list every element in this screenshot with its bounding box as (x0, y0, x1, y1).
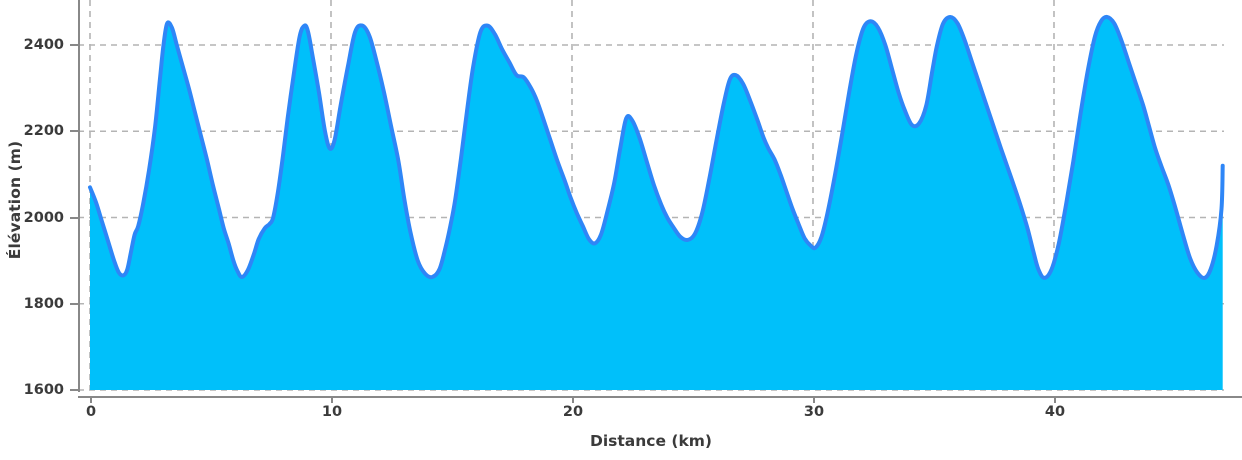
plot-area (78, 0, 1225, 391)
y-axis-label: Élévation (m) (0, 0, 30, 400)
x-axis-label: Distance (km) (589, 432, 713, 450)
elevation-area-fill (90, 16, 1223, 390)
x-tick-label: 10 (321, 404, 343, 420)
x-axis-spine (78, 396, 1242, 398)
x-tick-mark (813, 396, 815, 403)
y-tick-mark (70, 130, 79, 133)
x-tick-label: 30 (803, 404, 825, 420)
y-tick-label: 2200 (23, 123, 64, 140)
y-tick-mark (70, 389, 79, 391)
y-tick-mark (70, 302, 79, 305)
x-tick-label: 40 (1044, 404, 1066, 420)
x-tick-mark (1054, 396, 1056, 403)
elevation-chart-svg (78, 0, 1225, 391)
y-tick-label: 2000 (23, 209, 64, 226)
elevation-line (88, 14, 1225, 280)
y-tick-mark (70, 44, 79, 46)
y-tick-label: 1600 (23, 382, 64, 398)
y-axis-label-text: Élévation (m) (6, 140, 24, 260)
x-tick-label: 0 (85, 404, 97, 420)
x-tick-mark (331, 396, 333, 403)
x-tick-mark (90, 396, 92, 403)
y-axis-spine (78, 0, 80, 392)
y-tick-label: 2400 (23, 37, 64, 53)
x-tick-mark (572, 396, 574, 403)
y-tick-mark (70, 216, 79, 219)
x-tick-label: 20 (562, 404, 584, 420)
y-tick-label: 1800 (23, 295, 64, 312)
